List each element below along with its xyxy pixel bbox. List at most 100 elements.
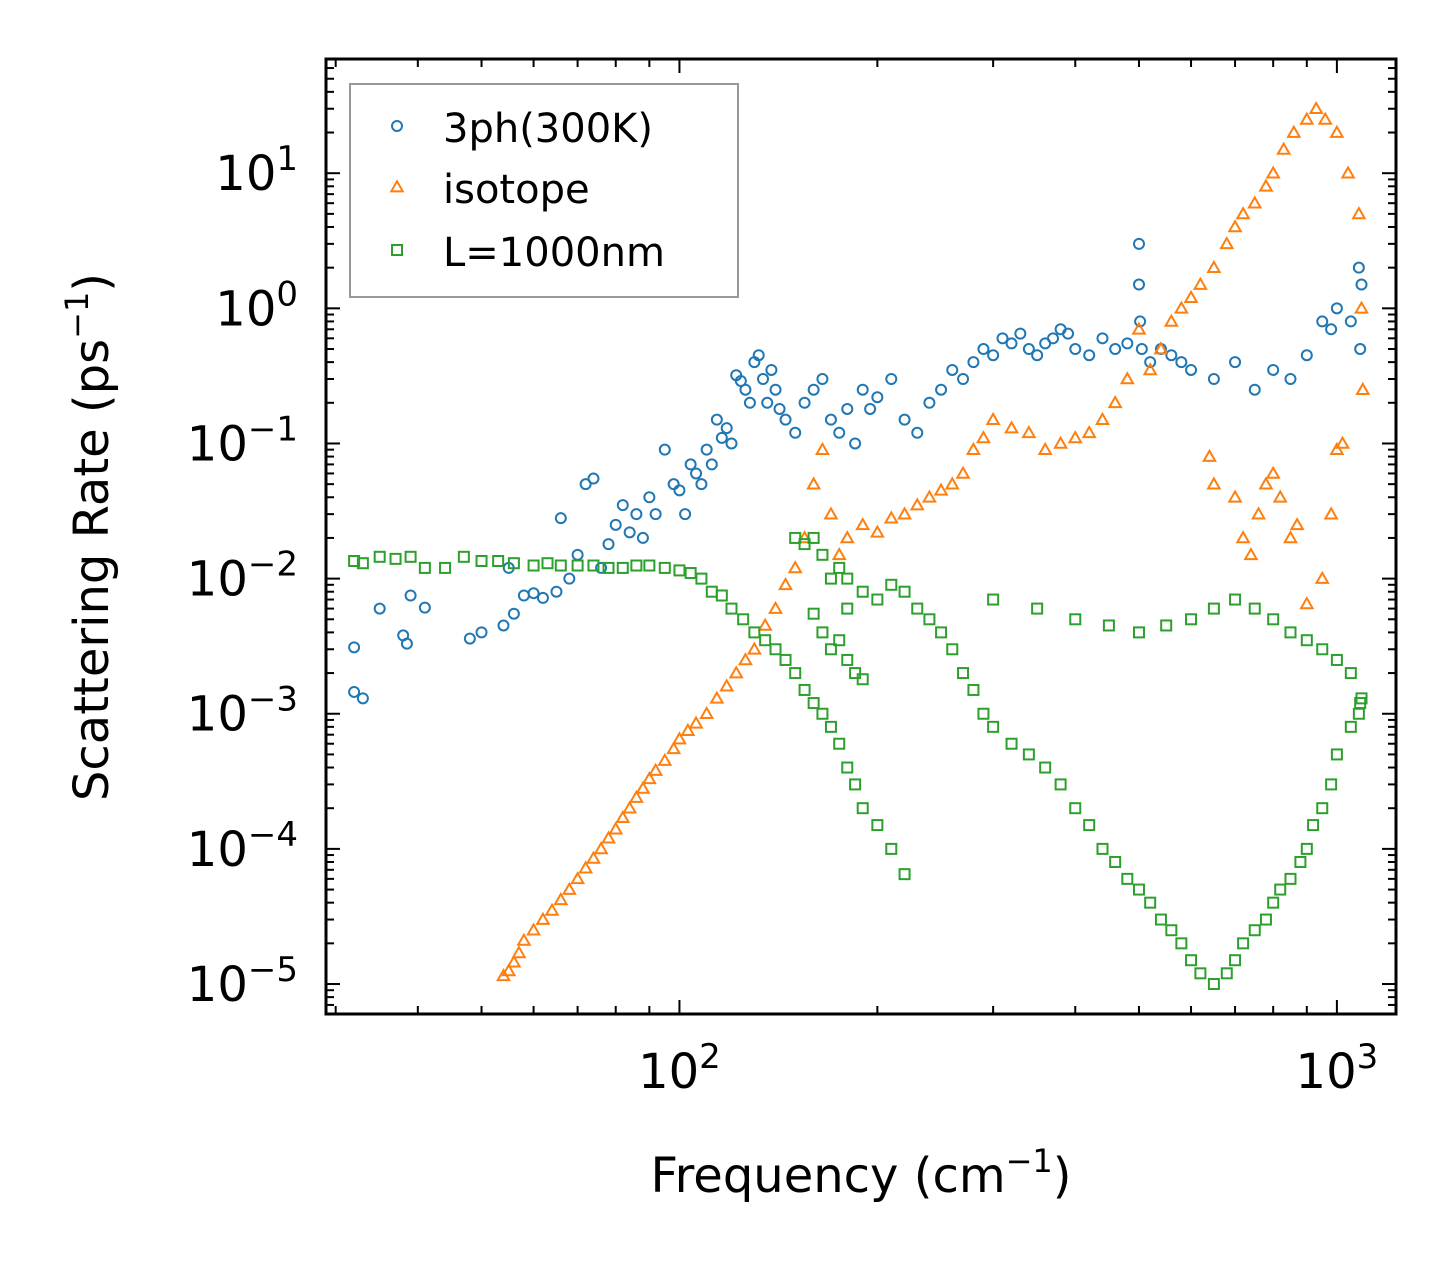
x-tick-label: 103 <box>1296 1037 1379 1100</box>
data-point <box>623 526 636 539</box>
data-point <box>1276 141 1292 155</box>
data-point <box>1083 349 1096 362</box>
data-point <box>1121 872 1134 885</box>
data-point <box>1289 517 1305 531</box>
data-point <box>1109 343 1122 356</box>
data-point <box>1354 300 1369 314</box>
data-point <box>946 643 959 656</box>
data-point <box>373 602 386 615</box>
data-point <box>743 396 756 409</box>
data-point <box>666 741 682 755</box>
data-point <box>823 506 839 520</box>
data-point <box>923 396 936 409</box>
data-point <box>779 413 792 426</box>
data-point <box>1021 425 1037 439</box>
data-point <box>1329 441 1345 455</box>
data-point <box>608 821 624 835</box>
data-point <box>1183 289 1199 303</box>
x-tick-label: 102 <box>638 1037 721 1100</box>
data-point <box>1206 259 1222 273</box>
data-point <box>864 402 877 415</box>
data-point <box>789 667 802 680</box>
data-point <box>571 559 584 572</box>
data-point <box>921 489 937 503</box>
data-point <box>1355 381 1371 396</box>
data-point <box>1144 896 1157 909</box>
data-point <box>615 809 631 824</box>
data-point <box>541 557 554 570</box>
data-point <box>739 383 752 396</box>
data-point <box>1265 165 1281 179</box>
data-point <box>1194 967 1207 980</box>
data-point <box>1229 356 1242 369</box>
data-point <box>1005 737 1018 750</box>
data-point <box>699 705 715 720</box>
data-point <box>946 363 959 376</box>
data-point <box>715 589 728 602</box>
data-point <box>673 564 686 577</box>
data-point <box>507 557 520 570</box>
data-point <box>527 587 540 600</box>
data-point <box>535 911 551 925</box>
data-point <box>1300 842 1313 855</box>
data-point <box>553 892 569 906</box>
data-point <box>671 731 687 745</box>
data-point <box>798 396 811 409</box>
data-point <box>1062 327 1075 340</box>
legend-label-3: L=1000nm <box>443 230 665 276</box>
data-point <box>1247 195 1263 209</box>
data-point <box>587 559 600 572</box>
data-point <box>635 780 651 794</box>
data-point <box>1235 206 1251 220</box>
data-point <box>957 372 970 385</box>
data-point <box>1283 530 1298 544</box>
data-point <box>855 517 871 531</box>
data-point <box>602 561 615 574</box>
data-point <box>1119 371 1135 385</box>
data-point <box>1022 343 1035 356</box>
data-point <box>1067 430 1083 444</box>
data-point <box>1299 111 1315 125</box>
data-point <box>595 561 608 574</box>
data-point <box>1316 643 1329 656</box>
data-point <box>501 963 517 977</box>
data-point <box>1286 124 1302 138</box>
data-point <box>977 343 990 356</box>
data-point <box>911 426 924 439</box>
data-point <box>841 572 854 585</box>
data-point <box>536 591 549 604</box>
data-point <box>578 860 594 874</box>
data-point <box>700 443 713 456</box>
series-2 <box>496 100 1371 982</box>
data-point <box>1207 978 1220 991</box>
data-point <box>967 356 980 369</box>
data-point <box>720 422 733 435</box>
data-point <box>806 476 822 490</box>
data-point <box>356 692 369 705</box>
data-point <box>841 761 854 774</box>
data-point <box>1096 332 1109 345</box>
data-point <box>1163 313 1179 327</box>
data-point <box>996 332 1009 345</box>
data-point <box>1069 343 1082 356</box>
data-point <box>871 391 884 404</box>
data-point <box>506 954 522 968</box>
ticks-layer <box>326 58 1396 1015</box>
data-point <box>389 552 402 565</box>
data-point <box>957 667 970 680</box>
data-point <box>497 619 510 632</box>
data-point <box>628 789 644 803</box>
data-point <box>1153 341 1169 355</box>
data-point <box>1192 276 1208 290</box>
data-point <box>1258 476 1274 490</box>
data-point <box>1299 596 1315 610</box>
data-point <box>1132 883 1145 896</box>
data-point <box>833 426 846 439</box>
data-point <box>1004 420 1020 434</box>
data-point <box>797 530 813 544</box>
data-point <box>987 720 1000 733</box>
data-point <box>709 690 725 704</box>
data-point <box>1284 372 1297 385</box>
data-point <box>526 922 542 936</box>
data-point <box>1227 219 1243 233</box>
